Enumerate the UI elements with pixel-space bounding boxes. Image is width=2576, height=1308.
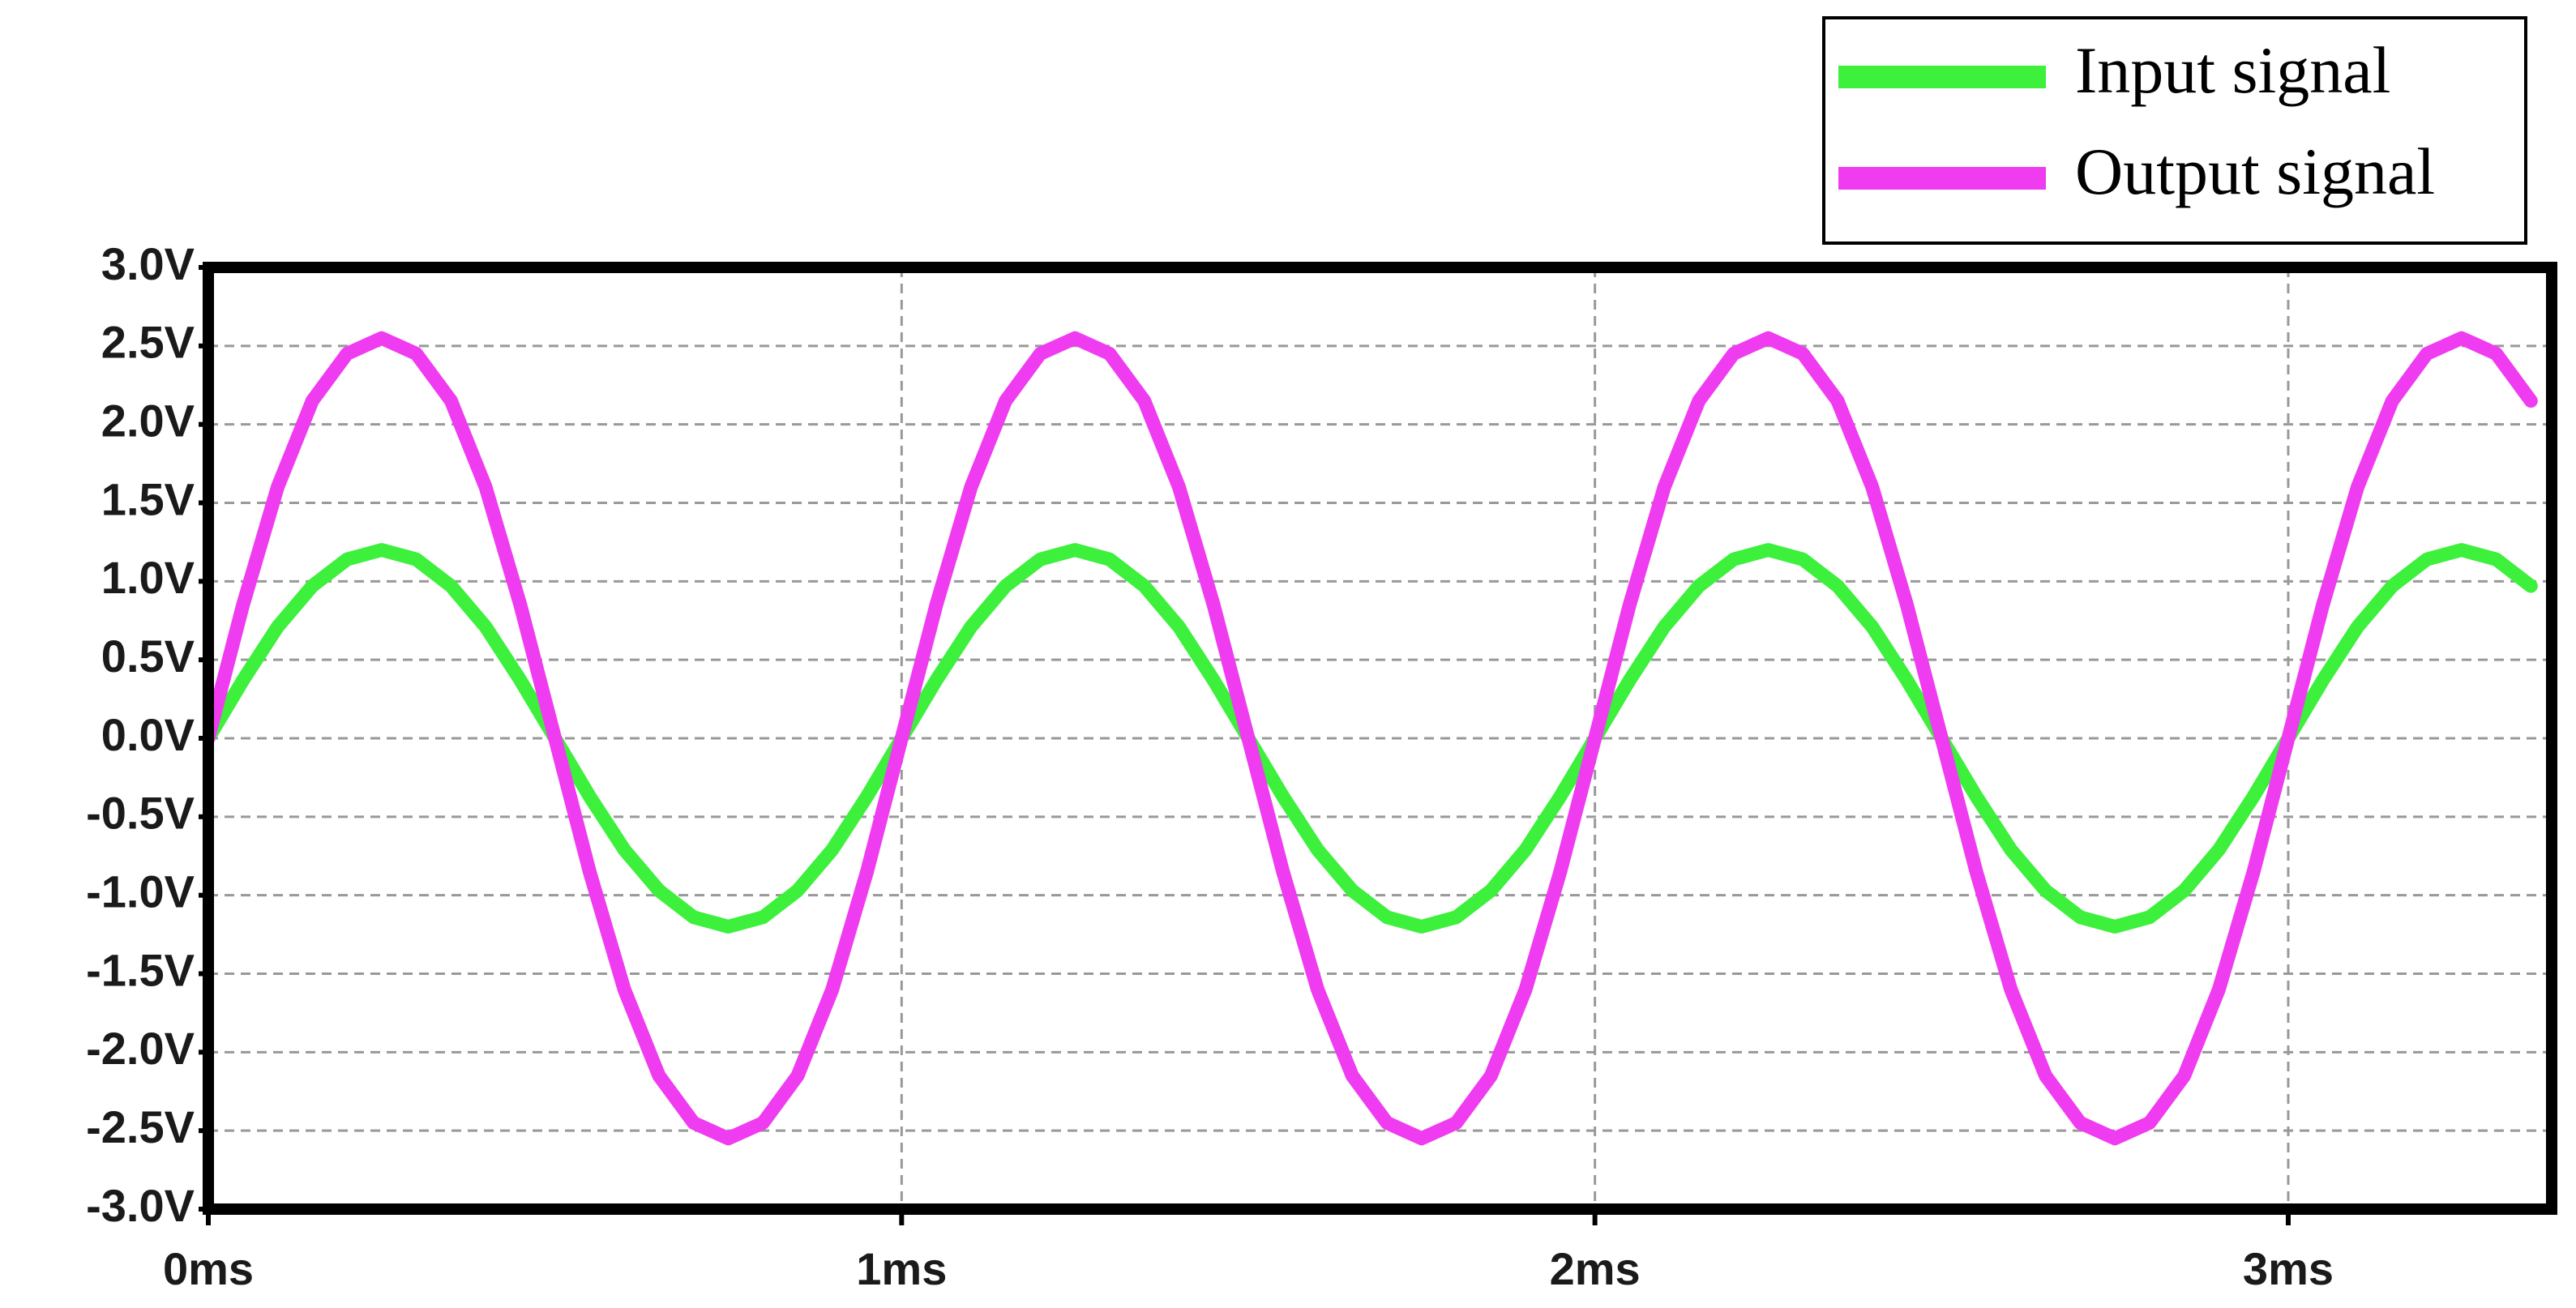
y-tick-label: 2.0V xyxy=(101,395,195,446)
y-tick-label: 3.0V xyxy=(101,238,195,289)
y-tick-label: -0.5V xyxy=(86,788,195,839)
plot-frame xyxy=(203,262,2557,1215)
y-tick-label: -2.0V xyxy=(86,1023,195,1074)
y-tick-label: -1.5V xyxy=(86,944,195,995)
legend-box xyxy=(1822,16,2527,245)
y-tick-label: -2.5V xyxy=(86,1101,195,1152)
y-tick-label: -1.0V xyxy=(86,866,195,917)
y-tick-label: 1.0V xyxy=(101,552,195,603)
y-tick-label: 1.5V xyxy=(101,473,195,524)
series-line xyxy=(208,543,2538,934)
y-tick-label: -3.0V xyxy=(86,1180,195,1231)
x-tick-label: 1ms xyxy=(856,1243,947,1294)
x-tick-label: 0ms xyxy=(163,1243,254,1294)
x-tick-label: 3ms xyxy=(2243,1243,2334,1294)
y-tick-label: 0.0V xyxy=(101,709,195,760)
x-tick-label: 2ms xyxy=(1550,1243,1641,1294)
y-tick-label: 0.5V xyxy=(101,630,195,682)
y-tick-label: 2.5V xyxy=(101,317,195,368)
series-line xyxy=(208,331,2538,1146)
legend-label: Output signal xyxy=(2075,135,2435,208)
legend-label: Input signal xyxy=(2075,33,2390,107)
